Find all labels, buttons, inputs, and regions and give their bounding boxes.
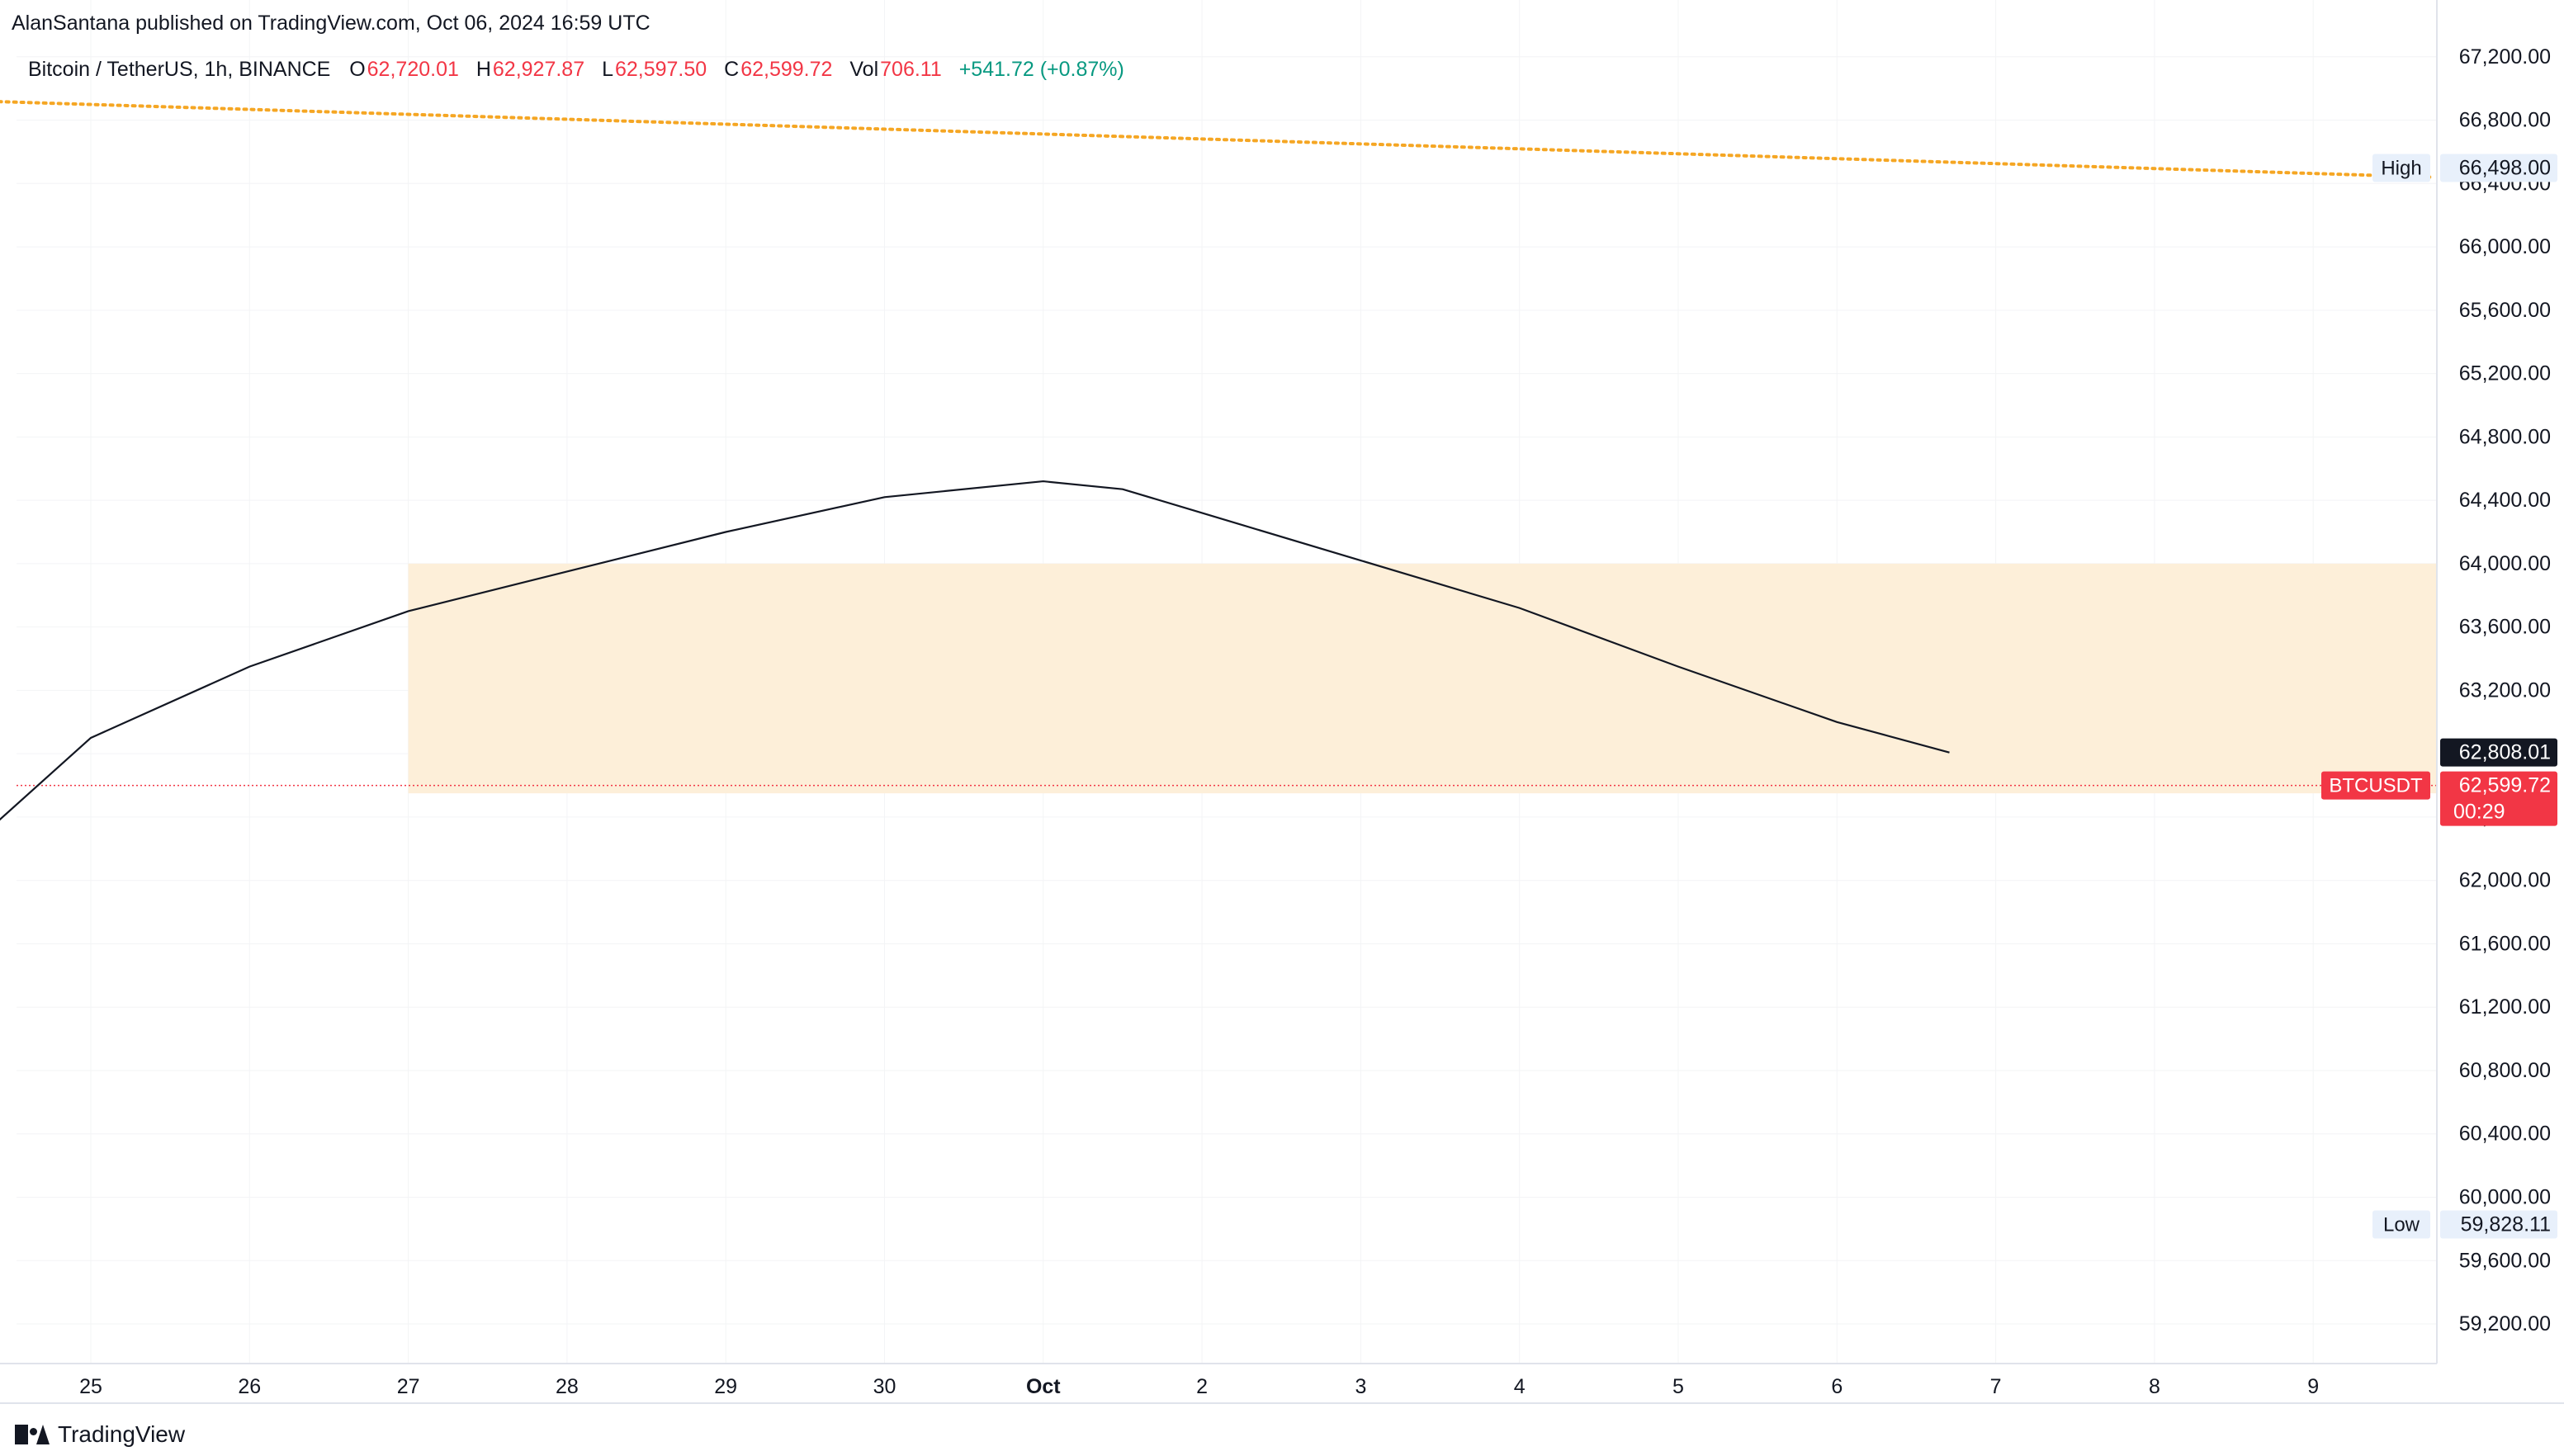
price-tick-label: 60,800.00 — [2459, 1059, 2551, 1082]
symbol-legend: Bitcoin / TetherUS, 1h, BINANCE O62,720.… — [28, 58, 1126, 82]
symbol-tag-bg — [2321, 771, 2430, 800]
price-tick-label: 59,200.00 — [2459, 1312, 2551, 1335]
time-tick-label: 9 — [2307, 1375, 2319, 1398]
low-label: Low — [2383, 1213, 2420, 1236]
volume-value: 706.11 — [880, 58, 942, 81]
high-value: 66,498.00 — [2459, 157, 2551, 180]
time-tick-label: 8 — [2149, 1375, 2160, 1398]
time-tick-label: 2 — [1196, 1375, 1208, 1398]
time-tick-label: 29 — [714, 1375, 737, 1398]
price-tick-label: 64,400.00 — [2459, 489, 2551, 512]
ma-value-bg — [2440, 738, 2557, 767]
price-axis[interactable]: 67,200.0066,800.0066,400.0066,000.0065,6… — [2321, 0, 2557, 1364]
high-value-bg — [2440, 154, 2557, 182]
symbol-title[interactable]: Bitcoin / TetherUS, 1h, BINANCE — [28, 58, 331, 81]
low-label-bg — [2372, 1210, 2430, 1239]
ma-value: 62,808.01 — [2459, 741, 2551, 764]
price-tick-label: 60,400.00 — [2459, 1123, 2551, 1146]
time-tick-label: 27 — [397, 1375, 420, 1398]
time-axis[interactable]: 25 26 27 28 29 30 Oct 2 3 4 5 6 7 8 9 — [0, 1363, 2564, 1404]
tradingview-brand[interactable]: TradingView — [15, 1421, 185, 1448]
high-label: H — [475, 58, 491, 81]
price-tick-label: 63,600.00 — [2459, 616, 2551, 639]
price-tick-label: 65,200.00 — [2459, 362, 2551, 385]
open-label: O — [349, 58, 366, 81]
time-tick-label: 28 — [556, 1375, 579, 1398]
price-tick-label: 65,600.00 — [2459, 299, 2551, 322]
last-price-value: 62,599.72 — [2459, 774, 2551, 797]
price-tick-label: 60,000.00 — [2459, 1186, 2551, 1209]
time-tick-label: 5 — [1672, 1375, 1684, 1398]
close-label: C — [724, 58, 740, 81]
price-tick-label: 66,800.00 — [2459, 109, 2551, 132]
tradingview-logo-icon — [15, 1425, 50, 1444]
moving-average-line — [0, 480, 1950, 821]
volume-label: Vol — [849, 58, 879, 81]
low-value: 59,828.11 — [2461, 1213, 2551, 1236]
low-value-bg — [2440, 1210, 2557, 1239]
price-tick-label: 62,000.00 — [2459, 869, 2551, 892]
time-tick-label: 6 — [1831, 1375, 1843, 1398]
time-tick-label: 26 — [238, 1375, 261, 1398]
low-label: L — [602, 58, 613, 81]
close-value: 62,599.72 — [740, 58, 833, 81]
price-tick-label: 67,200.00 — [2459, 45, 2551, 69]
price-tick-label: 64,000.00 — [2459, 552, 2551, 575]
last-price-tag-bg — [2440, 771, 2557, 826]
open-value: 62,720.01 — [367, 58, 459, 81]
time-tick-label: 25 — [79, 1375, 102, 1398]
resistance-zone — [408, 563, 2437, 794]
high-label: High — [2381, 158, 2421, 180]
price-tick-label: 64,800.00 — [2459, 425, 2551, 448]
symbol-tag: BTCUSDT — [2329, 775, 2423, 797]
low-value: 62,597.50 — [614, 58, 707, 81]
time-tick-label: 30 — [873, 1375, 896, 1398]
change-value: +541.72 (+0.87%) — [958, 58, 1124, 81]
high-value: 62,927.87 — [492, 58, 585, 81]
price-tick-label: 63,200.00 — [2459, 678, 2551, 702]
price-tick-label: 66,000.00 — [2459, 235, 2551, 258]
price-tick-label: 61,200.00 — [2459, 995, 2551, 1019]
price-tick-label: 59,600.00 — [2459, 1249, 2551, 1272]
time-tick-label: Oct — [1026, 1375, 1061, 1398]
trendline — [0, 100, 2434, 179]
high-label-bg — [2372, 154, 2430, 182]
time-tick-label: 4 — [1514, 1375, 1526, 1398]
time-tick-label: 7 — [1990, 1375, 2002, 1398]
bar-countdown: 00:29 — [2453, 801, 2505, 824]
brand-name: TradingView — [58, 1421, 186, 1447]
price-tick-label: 61,600.00 — [2459, 932, 2551, 955]
time-tick-label: 3 — [1355, 1375, 1366, 1398]
publisher-info: AlanSantana published on TradingView.com… — [12, 12, 650, 35]
